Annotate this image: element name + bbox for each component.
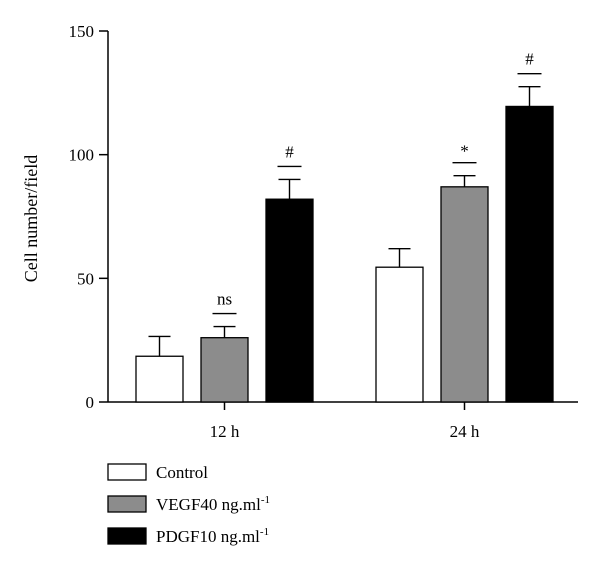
legend-label: VEGF40 ng.ml-1 bbox=[156, 494, 270, 514]
bar-control-0 bbox=[135, 355, 184, 403]
y-tick-label: 100 bbox=[69, 146, 95, 165]
bar-pdgf10-1 bbox=[505, 105, 554, 403]
y-tick-label: 150 bbox=[69, 22, 95, 41]
y-tick-label: 0 bbox=[86, 393, 95, 412]
bar-control-1 bbox=[375, 266, 424, 403]
x-tick-label: 24 h bbox=[450, 422, 480, 441]
legend-swatch bbox=[107, 495, 147, 513]
significance-label: ns bbox=[217, 290, 232, 309]
y-axis-label: Cell number/field bbox=[21, 155, 41, 282]
y-tick-label: 50 bbox=[77, 269, 94, 288]
bar-vegf40-0 bbox=[200, 337, 249, 403]
legend-label: PDGF10 ng.ml-1 bbox=[156, 526, 269, 546]
bar-pdgf10-0 bbox=[265, 198, 314, 403]
significance-label: # bbox=[525, 50, 534, 69]
bar-vegf40-1 bbox=[440, 186, 489, 403]
legend-swatch bbox=[107, 527, 147, 545]
x-tick-label: 12 h bbox=[210, 422, 240, 441]
legend-swatch bbox=[107, 463, 147, 481]
significance-label: # bbox=[285, 142, 294, 161]
significance-label: * bbox=[460, 142, 469, 161]
legend-label: Control bbox=[156, 463, 208, 482]
